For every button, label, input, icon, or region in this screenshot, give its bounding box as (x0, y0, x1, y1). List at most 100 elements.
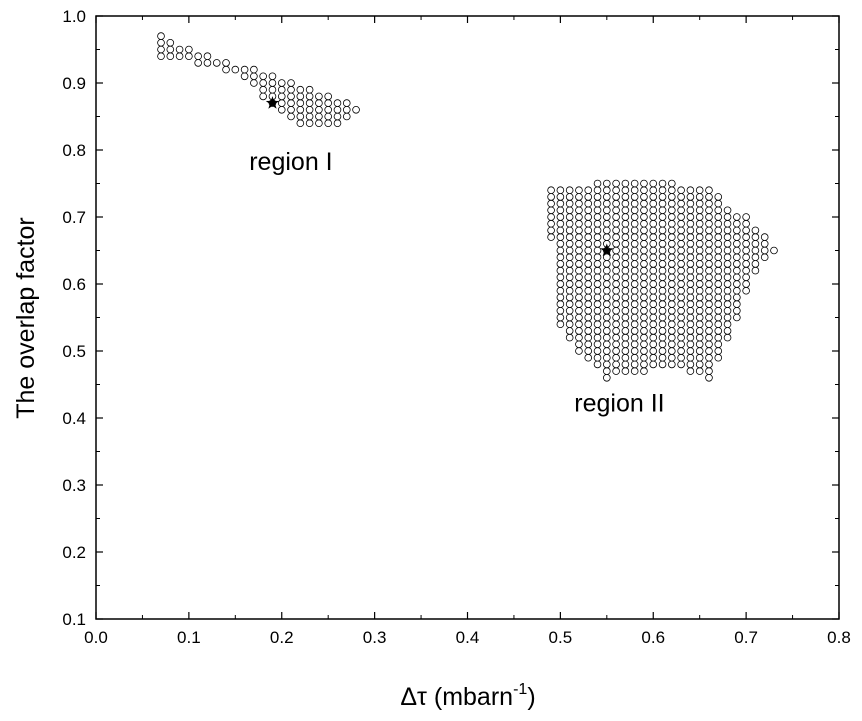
data-point (668, 253, 676, 262)
data-point (723, 280, 732, 288)
data-point (630, 213, 639, 221)
data-point (649, 327, 658, 335)
data-point (287, 92, 295, 101)
data-point (630, 280, 639, 288)
data-point (677, 273, 685, 282)
data-point (640, 233, 648, 241)
data-point (575, 327, 583, 335)
data-point (677, 219, 685, 228)
data-point (603, 327, 611, 335)
data-point (714, 273, 723, 282)
best-point-star (265, 96, 280, 109)
data-point (658, 213, 667, 221)
data-point (649, 186, 658, 195)
data-point (575, 260, 583, 268)
data-point (603, 320, 611, 329)
data-point (603, 260, 611, 268)
data-point (305, 119, 314, 127)
data-point (593, 193, 602, 201)
data-point (649, 233, 658, 241)
data-point (565, 320, 574, 329)
data-point (565, 300, 574, 308)
data-point (603, 347, 611, 355)
data-point (621, 280, 630, 288)
data-point (584, 313, 593, 322)
data-point (630, 226, 639, 235)
data-point (733, 253, 741, 262)
data-point (584, 193, 593, 201)
data-point (751, 260, 760, 268)
data-point (575, 213, 583, 221)
data-point (584, 286, 593, 295)
data-point (686, 327, 695, 335)
data-point (695, 327, 704, 335)
data-point (621, 240, 630, 248)
data-point (695, 333, 704, 342)
data-point (630, 293, 639, 302)
data-point (565, 253, 574, 262)
data-point (705, 213, 713, 221)
data-point (296, 119, 305, 127)
data-point (733, 219, 741, 228)
data-point (621, 333, 630, 342)
data-point (621, 213, 630, 221)
data-point (630, 260, 639, 268)
data-point (575, 313, 583, 322)
data-point (695, 233, 704, 241)
data-point (565, 206, 574, 215)
data-point (575, 347, 583, 355)
data-point (296, 112, 305, 121)
data-point (612, 199, 620, 208)
data-point (185, 45, 193, 54)
data-point (686, 253, 695, 262)
data-point (593, 213, 602, 221)
data-point (584, 306, 593, 315)
data-point (630, 340, 639, 349)
data-point (686, 340, 695, 349)
data-point (705, 286, 713, 295)
data-point (352, 106, 360, 114)
data-point (575, 219, 583, 228)
x-axis-title: Δτ (mbarn-1) (400, 681, 535, 711)
data-point (593, 219, 602, 228)
data-point (705, 333, 713, 342)
data-point (593, 206, 602, 215)
data-point (575, 193, 583, 201)
data-point (259, 92, 267, 101)
data-point (157, 52, 165, 60)
data-point (658, 333, 667, 342)
data-point (677, 213, 685, 221)
data-point (603, 306, 611, 315)
data-point (603, 179, 611, 188)
x-tick-label: 0.0 (84, 628, 108, 647)
data-point (677, 300, 685, 308)
data-point (640, 300, 648, 308)
data-point (668, 193, 676, 201)
data-point (630, 320, 639, 329)
data-point (556, 306, 565, 315)
data-point (621, 193, 630, 201)
x-axis-ticks: 0.0 0.1 0.2 0.3 0.4 0.5 0.6 0.7 0.8 (84, 16, 851, 647)
data-point (621, 327, 630, 335)
data-point (742, 233, 750, 241)
data-point (621, 360, 630, 369)
y-axis-title: The overlap factor (12, 217, 40, 419)
data-point (612, 293, 620, 302)
data-point (695, 186, 704, 195)
data-point (686, 347, 695, 355)
data-point (287, 85, 295, 94)
data-point (668, 199, 676, 208)
data-point (603, 333, 611, 342)
data-point (658, 219, 667, 228)
data-point (565, 219, 574, 228)
data-point (705, 199, 713, 208)
data-point (714, 260, 723, 268)
data-point (547, 193, 555, 201)
y-tick-label: 0.3 (62, 476, 86, 495)
data-point (612, 179, 620, 188)
data-point (649, 206, 658, 215)
data-point (668, 273, 676, 282)
data-point (695, 213, 704, 221)
data-point (733, 226, 741, 235)
